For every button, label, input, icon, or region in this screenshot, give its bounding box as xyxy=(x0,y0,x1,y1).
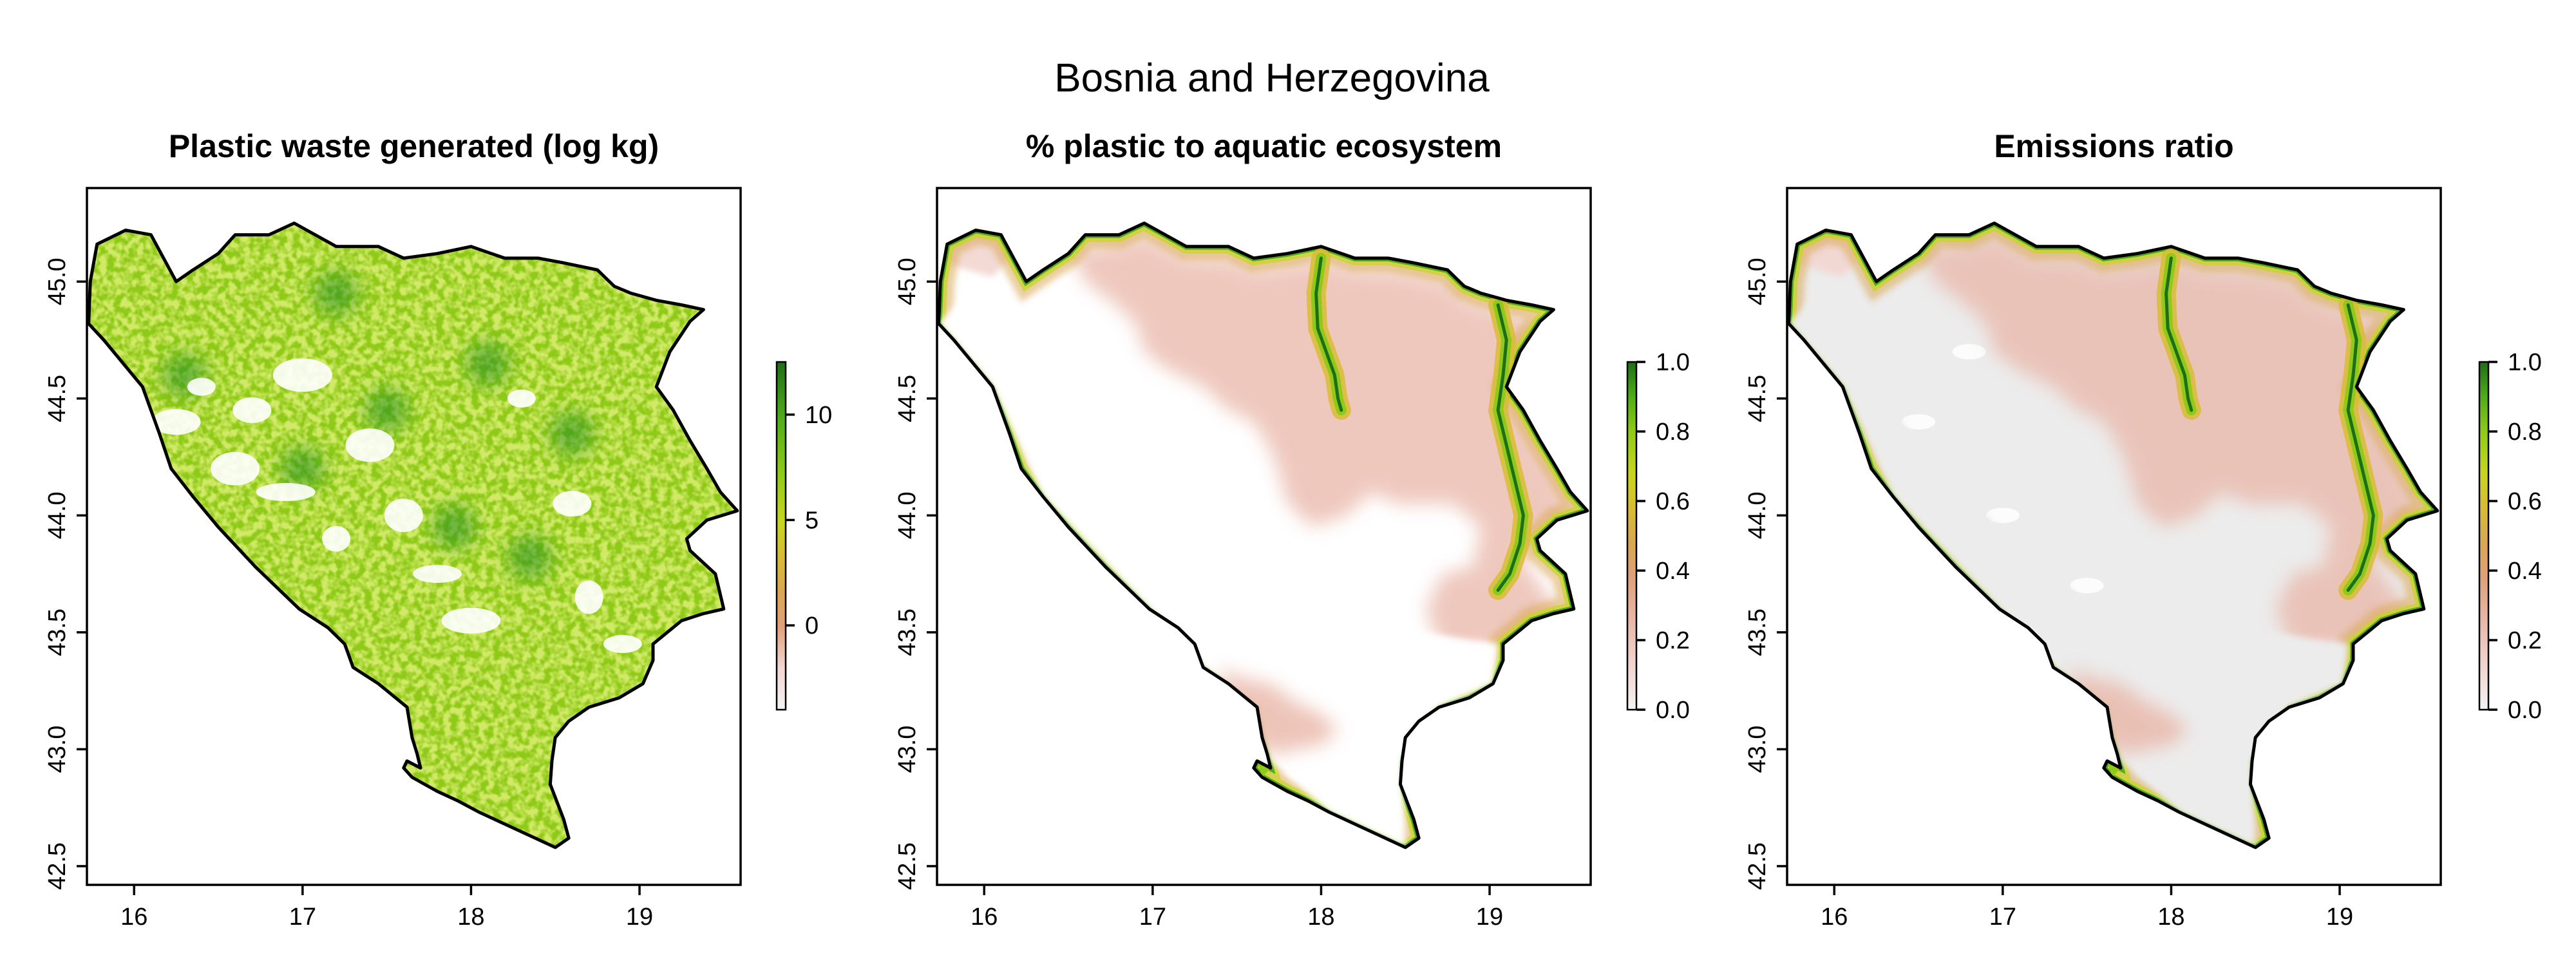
panel-title: Plastic waste generated (log kg) xyxy=(169,128,659,164)
map-panel-1: Plastic waste generated (log kg) 16 17 18 19… xyxy=(44,128,832,931)
x-tick-label: 19 xyxy=(1476,904,1503,931)
legend-tick-label: 0.0 xyxy=(1656,697,1690,724)
country-border xyxy=(937,222,1589,849)
raster-layer xyxy=(88,223,737,848)
y-tick-label: 44.5 xyxy=(44,375,71,422)
y-tick-label: 43.5 xyxy=(894,609,921,656)
country-border xyxy=(87,222,739,849)
legend-tick-label: 0.4 xyxy=(2508,558,2542,585)
panel-title: Emissions ratio xyxy=(1994,128,2233,164)
figure-title: Bosnia and Herzegovina xyxy=(1054,56,1490,100)
legend-tick-label: 0 xyxy=(805,612,819,639)
y-tick-label: 42.5 xyxy=(1744,842,1771,890)
x-tick-label: 19 xyxy=(626,904,653,931)
plot-frame xyxy=(1786,187,2442,886)
y-tick-label: 44.5 xyxy=(894,375,921,422)
legend-tick-label: 1.0 xyxy=(1656,349,1690,376)
y-tick-label: 43.0 xyxy=(894,725,921,773)
legend-tick-label: 1.0 xyxy=(2508,349,2542,376)
country-border xyxy=(1787,222,2439,849)
y-tick-label: 42.5 xyxy=(894,842,921,890)
legend-tick-label: 10 xyxy=(805,402,832,429)
y-tick-label: 42.5 xyxy=(44,842,71,890)
legend-tick-label: 0.6 xyxy=(1656,488,1690,515)
legend-tick-label: 0.4 xyxy=(1656,558,1690,585)
map-panel-2: % plastic to aquatic ecosystem 16 17 18 19 42… xyxy=(894,128,1690,931)
legend-colorbar: 0 5 10 xyxy=(775,361,832,711)
x-tick-label: 17 xyxy=(1139,904,1166,931)
legend-colorbar: 0.0 0.2 0.4 0.6 0.8 1.0 xyxy=(1626,349,1690,724)
y-tick-label: 44.0 xyxy=(894,491,921,539)
x-tick-label: 18 xyxy=(457,904,484,931)
panels: Plastic waste generated (log kg) 16 17 18 19… xyxy=(44,128,2542,931)
x-tick-label: 16 xyxy=(971,904,998,931)
y-tick-label: 44.0 xyxy=(1744,491,1771,539)
y-tick-label: 45.0 xyxy=(1744,258,1771,305)
map-panel-3: Emissions ratio 16 17 18 19 42.5 43.0 43.5 44.0 4… xyxy=(1744,128,2542,931)
y-tick-label: 44.5 xyxy=(1744,375,1771,422)
x-tick-label: 18 xyxy=(2157,904,2184,931)
x-tick-label: 18 xyxy=(1307,904,1334,931)
x-tick-label: 16 xyxy=(1821,904,1848,931)
legend-tick-label: 0.8 xyxy=(2508,419,2542,446)
y-tick-label: 43.5 xyxy=(1744,609,1771,656)
panel-title: % plastic to aquatic ecosystem xyxy=(1026,128,1502,164)
legend-tick-label: 0.8 xyxy=(1656,419,1690,446)
raster-layer xyxy=(1788,223,2438,848)
legend-bar xyxy=(775,361,787,711)
x-tick-label: 17 xyxy=(289,904,316,931)
y-tick-label: 45.0 xyxy=(44,258,71,305)
x-tick-label: 17 xyxy=(1989,904,2016,931)
legend-bar xyxy=(1626,361,1638,711)
legend-colorbar: 0.0 0.2 0.4 0.6 0.8 1.0 xyxy=(2478,349,2542,724)
plot-frame xyxy=(86,187,742,886)
raster-layer xyxy=(938,223,1587,848)
legend-bar xyxy=(2478,361,2490,711)
x-tick-label: 19 xyxy=(2326,904,2353,931)
y-tick-label: 43.0 xyxy=(1744,725,1771,773)
y-tick-label: 43.0 xyxy=(44,725,71,773)
legend-tick-label: 5 xyxy=(805,507,819,534)
legend-tick-label: 0.2 xyxy=(1656,627,1690,654)
y-tick-label: 43.5 xyxy=(44,609,71,656)
y-tick-label: 45.0 xyxy=(894,258,921,305)
legend-tick-label: 0.0 xyxy=(2508,697,2542,724)
y-tick-label: 44.0 xyxy=(44,491,71,539)
x-tick-label: 16 xyxy=(120,904,147,931)
legend-tick-label: 0.6 xyxy=(2508,488,2542,515)
legend-tick-label: 0.2 xyxy=(2508,627,2542,654)
plot-frame xyxy=(936,187,1592,886)
